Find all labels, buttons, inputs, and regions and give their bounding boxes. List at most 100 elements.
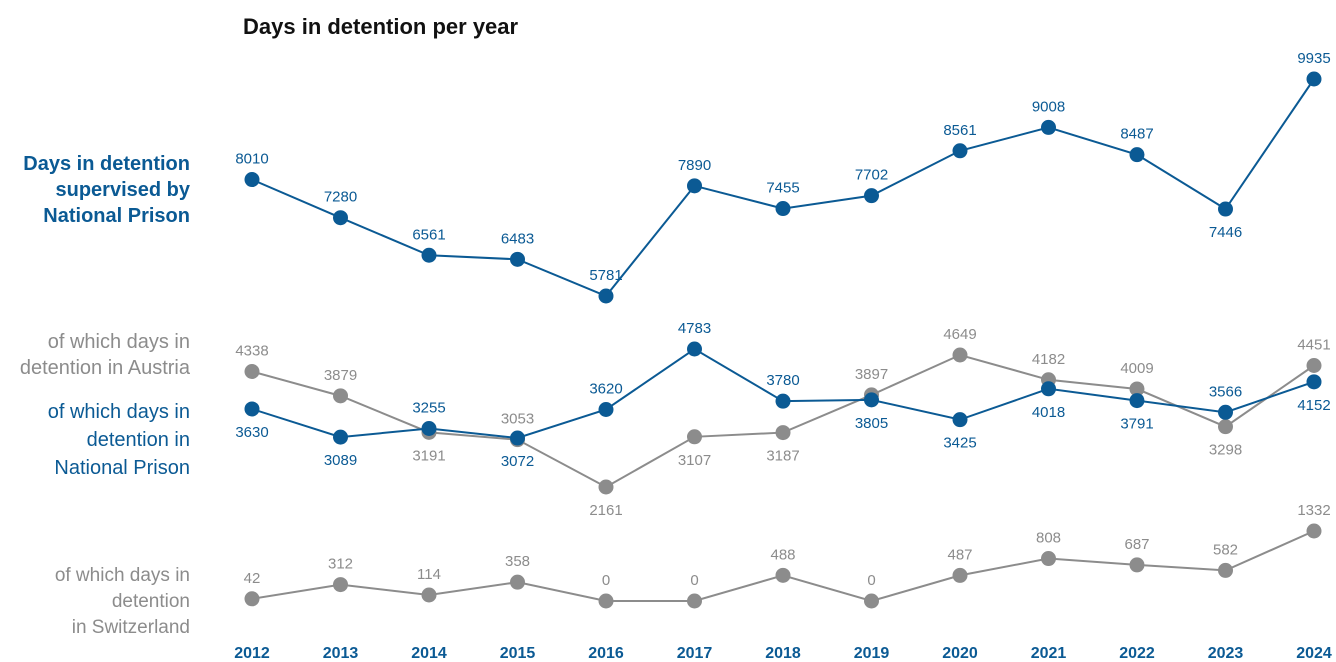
x-tick-label: 2024 bbox=[1296, 645, 1332, 662]
data-label: 3805 bbox=[855, 415, 888, 432]
data-label: 0 bbox=[602, 572, 610, 589]
data-point bbox=[598, 479, 614, 495]
x-tick-label: 2023 bbox=[1208, 645, 1244, 662]
data-label: 7446 bbox=[1209, 224, 1242, 241]
data-label: 5781 bbox=[589, 267, 622, 284]
data-point bbox=[864, 188, 879, 204]
series-label-line: of which days in bbox=[47, 331, 190, 353]
data-point bbox=[421, 420, 437, 436]
data-label: 3107 bbox=[678, 452, 711, 469]
data-point bbox=[510, 430, 525, 446]
data-label: 3191 bbox=[412, 447, 445, 464]
data-point bbox=[333, 210, 348, 226]
data-point bbox=[1306, 71, 1322, 87]
data-label: 582 bbox=[1213, 541, 1238, 558]
data-point bbox=[244, 364, 260, 379]
x-axis: 2012 2013 2014 2015 2016 2017 2018 2019 2020 2021… bbox=[234, 645, 1332, 662]
series-label-austria: of which days in detention in Austria bbox=[20, 329, 190, 381]
x-tick-label: 2019 bbox=[854, 645, 890, 662]
data-label: 3187 bbox=[766, 448, 799, 465]
data-label: 4018 bbox=[1032, 404, 1065, 421]
data-label: 808 bbox=[1036, 530, 1061, 547]
chart-title: Days in detention per year bbox=[243, 14, 519, 39]
data-point bbox=[775, 393, 791, 409]
series-label-line: detention bbox=[111, 591, 190, 612]
data-labels: 42 312 114 358 0 0 488 0 487 808 687 582 1332 4338 387… bbox=[235, 50, 1330, 589]
x-tick-label: 2014 bbox=[411, 645, 447, 662]
data-label: 0 bbox=[690, 572, 698, 589]
data-point bbox=[333, 577, 348, 593]
data-point bbox=[952, 347, 968, 363]
x-tick-label: 2012 bbox=[234, 645, 270, 662]
data-label: 7280 bbox=[324, 189, 357, 206]
series-0 bbox=[244, 71, 1322, 304]
x-tick-label: 2021 bbox=[1031, 645, 1067, 662]
series-label-line: detention in bbox=[86, 429, 190, 451]
series-label-line: National Prison bbox=[43, 205, 190, 227]
data-label: 42 bbox=[244, 570, 261, 587]
data-point bbox=[1129, 147, 1145, 163]
data-label: 4783 bbox=[678, 320, 711, 337]
data-point bbox=[244, 172, 260, 188]
series-label-line: detention in Austria bbox=[19, 357, 190, 379]
data-label: 3255 bbox=[412, 399, 445, 416]
data-label: 7702 bbox=[855, 167, 888, 184]
series-label-national-prison: of which days in detention in National P… bbox=[48, 398, 190, 482]
data-label: 3780 bbox=[766, 372, 799, 389]
data-label: 1332 bbox=[1297, 502, 1330, 519]
data-point bbox=[775, 567, 791, 583]
data-label: 2161 bbox=[589, 502, 622, 519]
data-label: 8561 bbox=[943, 122, 976, 139]
data-point bbox=[598, 288, 614, 304]
data-label: 3053 bbox=[501, 411, 534, 428]
data-label: 4182 bbox=[1032, 351, 1065, 368]
series-label-line: National Prison bbox=[54, 457, 190, 479]
data-point bbox=[952, 143, 968, 159]
data-label: 3897 bbox=[855, 366, 888, 383]
data-label: 8010 bbox=[235, 151, 268, 168]
data-point bbox=[1218, 404, 1233, 420]
data-point bbox=[1306, 523, 1322, 539]
data-point bbox=[952, 567, 968, 583]
data-point bbox=[775, 201, 791, 217]
data-point bbox=[775, 425, 791, 441]
data-label: 3566 bbox=[1209, 383, 1242, 400]
data-point bbox=[333, 429, 348, 445]
data-point bbox=[687, 429, 702, 445]
data-label: 9008 bbox=[1032, 98, 1065, 115]
data-point bbox=[510, 251, 525, 267]
data-point bbox=[1129, 557, 1145, 573]
data-point bbox=[1306, 374, 1322, 390]
data-label: 9935 bbox=[1297, 50, 1330, 67]
series-label-line: of which days in bbox=[54, 565, 190, 586]
data-point bbox=[687, 593, 702, 609]
data-point bbox=[1306, 358, 1322, 374]
series-label-switzerland: of which days in detention in Switzerlan… bbox=[55, 563, 190, 641]
data-label: 8487 bbox=[1120, 126, 1153, 143]
data-label: 3298 bbox=[1209, 442, 1242, 459]
data-label: 3620 bbox=[589, 381, 622, 398]
data-point bbox=[1218, 201, 1233, 217]
data-label: 3630 bbox=[235, 424, 268, 441]
data-label: 3089 bbox=[324, 452, 357, 469]
x-tick-label: 2016 bbox=[588, 645, 624, 662]
x-tick-label: 2022 bbox=[1119, 645, 1155, 662]
series-2 bbox=[244, 341, 1322, 446]
data-point bbox=[244, 401, 260, 417]
series-label-line: in Switzerland bbox=[71, 617, 190, 638]
data-label: 6561 bbox=[412, 226, 445, 243]
series-label-line: of which days in bbox=[47, 401, 190, 423]
data-point bbox=[333, 388, 348, 404]
data-label: 6483 bbox=[501, 230, 534, 247]
data-label: 4451 bbox=[1297, 337, 1330, 354]
data-point bbox=[687, 178, 702, 194]
data-point bbox=[421, 247, 437, 263]
data-point bbox=[1041, 551, 1056, 567]
series-label-line: Days in detention bbox=[23, 153, 190, 175]
data-point bbox=[952, 412, 968, 428]
data-point bbox=[687, 341, 702, 357]
series-line bbox=[251, 530, 1315, 603]
data-label: 488 bbox=[770, 546, 795, 563]
x-tick-label: 2017 bbox=[677, 645, 713, 662]
